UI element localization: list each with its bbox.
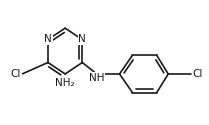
Text: Cl: Cl: [192, 69, 203, 79]
Text: N: N: [44, 34, 52, 44]
Text: N: N: [78, 34, 86, 44]
Text: NH: NH: [89, 73, 104, 83]
Text: Cl: Cl: [10, 69, 21, 79]
Text: NH₂: NH₂: [55, 78, 75, 88]
